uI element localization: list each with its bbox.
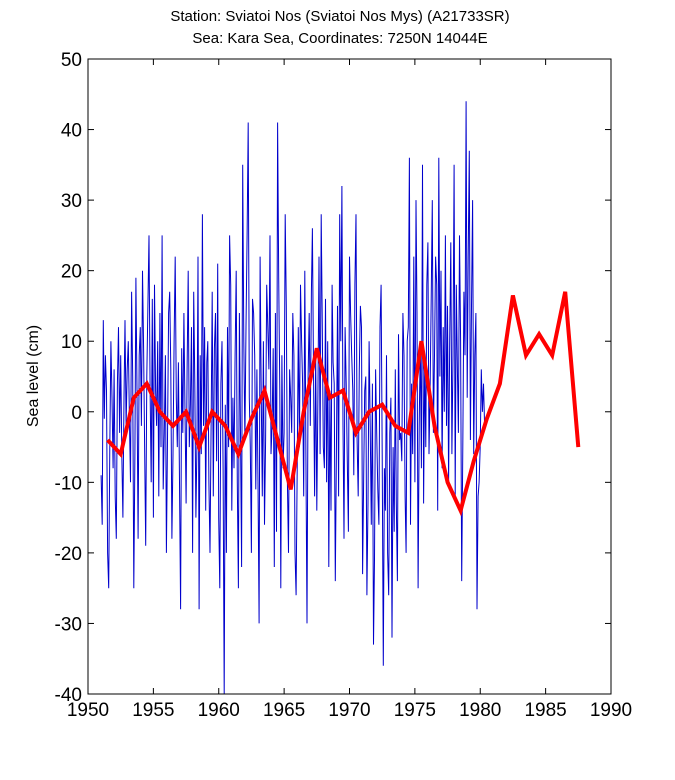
x-tick-label: 1985	[524, 700, 566, 721]
x-tick-label: 1990	[590, 700, 632, 721]
y-tick-label: 0	[71, 403, 82, 424]
x-tick-label: 1950	[67, 700, 109, 721]
y-tick-label: -20	[55, 544, 82, 565]
x-tick-label: 1955	[132, 700, 174, 721]
y-tick-label: 30	[61, 191, 82, 212]
x-tick-label: 1970	[328, 700, 370, 721]
y-axis: -40 -30 -20 -10 0 10 20 30 40 50	[55, 50, 611, 706]
x-tick-label: 1975	[394, 700, 436, 721]
y-tick-label: 40	[61, 121, 82, 142]
x-tick-label: 1980	[459, 700, 501, 721]
plot-frame	[87, 58, 612, 695]
x-axis: 1950 1955 1960 1965 1970 1975 1980 1985 1990	[67, 59, 632, 721]
x-tick-label: 1965	[263, 700, 305, 721]
y-tick-label: 10	[61, 332, 82, 353]
annual-mean-line	[106, 291, 581, 517]
y-axis-label: Sea level (cm)	[25, 325, 42, 427]
y-tick-label: -30	[55, 614, 82, 635]
y-tick-label: 20	[61, 262, 82, 283]
chart-title-line-1: Station: Sviatoi Nos (Sviatoi Nos Mys) (…	[170, 8, 509, 25]
annual-series	[106, 291, 581, 517]
monthly-sea-level-line	[100, 101, 486, 695]
y-tick-label: -10	[55, 473, 82, 494]
chart-title-line-2: Sea: Kara Sea, Coordinates: 7250N 14044E	[192, 30, 487, 47]
y-tick-label: 50	[61, 50, 82, 71]
y-tick-label: -40	[55, 685, 82, 706]
x-tick-label: 1960	[198, 700, 240, 721]
monthly-series	[100, 101, 486, 695]
